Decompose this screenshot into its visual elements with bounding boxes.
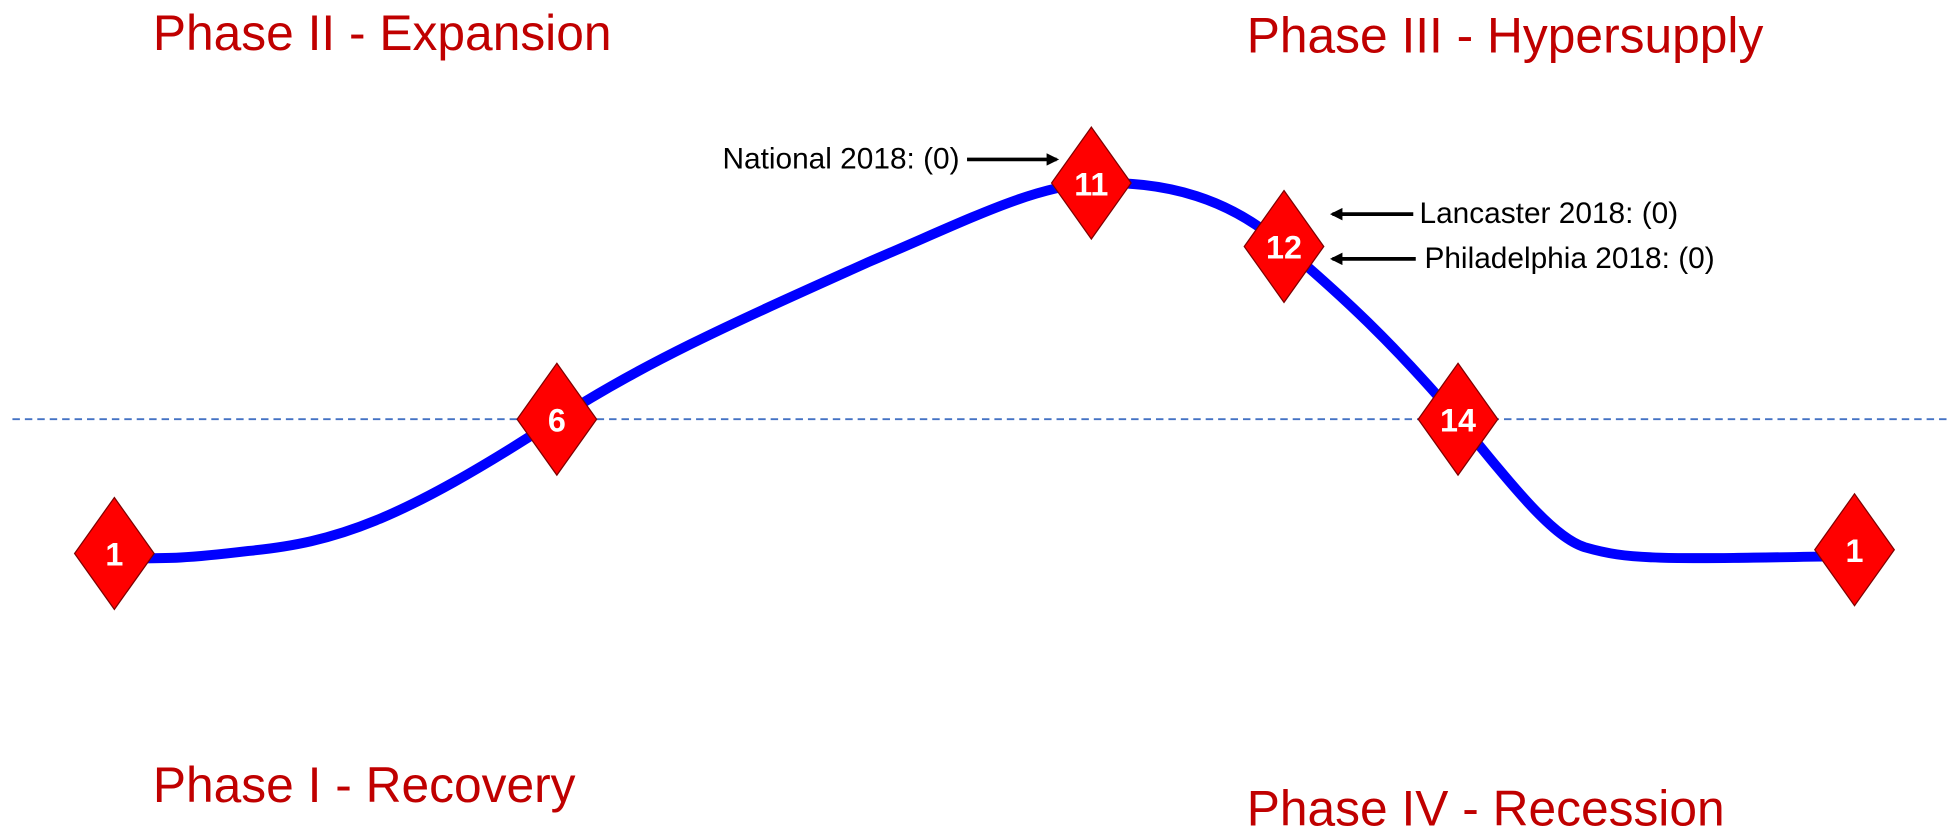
marker-diamond bbox=[1813, 492, 1896, 607]
marker-label: 6 bbox=[548, 402, 566, 438]
cycle-curve bbox=[109, 177, 1860, 564]
marker-diamond bbox=[516, 362, 598, 477]
marker-label: 11 bbox=[1074, 166, 1108, 202]
marker-diamond bbox=[1243, 189, 1325, 304]
marker-label: 1 bbox=[105, 537, 123, 573]
annotation: Lancaster 2018: (0) bbox=[1419, 197, 1678, 230]
marker-diamond bbox=[73, 496, 155, 611]
marker-diamond bbox=[1050, 126, 1132, 241]
phase-label: Phase II - Expansion bbox=[153, 5, 612, 61]
marker-label: 12 bbox=[1266, 230, 1302, 266]
marker-label: 14 bbox=[1440, 402, 1476, 438]
marker-label: 1 bbox=[1846, 533, 1864, 569]
annotation: National 2018: (0) bbox=[722, 143, 959, 176]
marker-diamond bbox=[1417, 362, 1499, 477]
annotation: Philadelphia 2018: (0) bbox=[1424, 242, 1714, 275]
phase-label: Phase I - Recovery bbox=[153, 757, 576, 813]
phase-label: Phase III - Hypersupply bbox=[1247, 8, 1764, 64]
phase-label: Phase IV - Recession bbox=[1247, 781, 1725, 831]
